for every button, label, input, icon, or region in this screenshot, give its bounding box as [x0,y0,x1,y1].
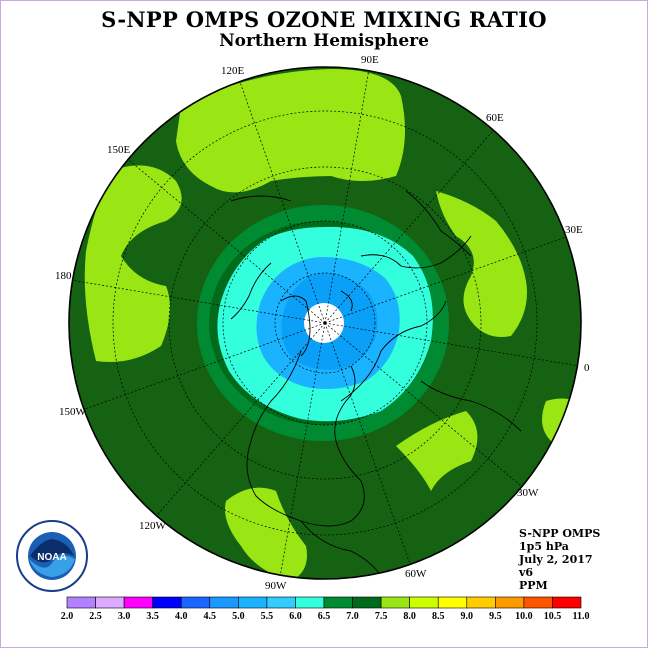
colorbar-swatch [352,596,382,609]
lon-label-60e: 60E [486,112,504,124]
colorbar-tick-label: 5.5 [261,611,274,622]
colorbar-tick-label: 11.0 [573,611,590,622]
colorbar-tick-label: 10.5 [544,611,562,622]
lon-label-60w: 60W [405,568,427,580]
lon-label-120e: 120E [221,65,245,77]
colorbar-swatch [495,596,525,609]
colorbar-swatch [523,596,553,609]
colorbar-tick-label: 9.5 [489,611,502,622]
colorbar-tick-label: 4.5 [204,611,217,622]
noaa-logo: NOAA [15,519,89,597]
noaa-emblem-icon: NOAA [16,520,88,592]
colorbar-tick-label: 5.0 [232,611,245,622]
colorbar-tick-label: 4.0 [175,611,188,622]
graticule [70,68,580,578]
colorbar-swatch [323,596,353,609]
colorbar-tick-label: 2.5 [89,611,102,622]
colorbar-swatch [409,596,439,609]
colorbar-tick-label: 8.5 [432,611,445,622]
colorbar-swatch [466,596,496,609]
colorbar-swatch [238,596,268,609]
colorbar-swatch [209,596,239,609]
map-boundary [68,66,582,580]
colorbar-swatch [66,596,96,609]
lon-label-0: 0 [584,362,590,374]
colorbar-tick-label: 6.0 [289,611,302,622]
figure-title: S-NPP OMPS OZONE MIXING RATIO [101,7,547,32]
lon-label-90e: 90E [361,54,379,66]
colorbar-tick-label: 6.5 [318,611,331,622]
colorbar-swatch [152,596,182,609]
colorbar-tick-label: 3.5 [146,611,159,622]
colorbar-tick-label: 2.0 [61,611,74,622]
lon-label-120w: 120W [139,520,167,532]
colorbar-swatch [437,596,468,609]
colorbar-tick-label: 10.0 [515,611,533,622]
longitude-labels: 90E 60E 30E 0 30W 60W 90W 120W 150W 180 … [55,54,590,592]
info-version: v6 [519,566,534,579]
colorbar-swatch [380,596,410,609]
colorbar-swatch [552,596,582,609]
colorbar-swatch [295,596,325,609]
colorbar: 2.0 2.5 3.0 3.5 4.0 4.5 5.0 5.5 6.0 6.5 7.0 7.5 8.0 8… [61,596,590,622]
lon-label-150w: 150W [59,406,87,418]
colorbar-tick-label: 3.0 [118,611,131,622]
colorbar-tick-label: 9.0 [461,611,474,622]
info-date: July 2, 2017 [519,553,593,566]
logo-text: NOAA [37,552,66,563]
colorbar-tick-label: 8.0 [403,611,416,622]
info-block: S-NPP OMPS 1p5 hPa July 2, 2017 v6 PPM [519,527,600,592]
info-instrument: S-NPP OMPS [519,527,601,540]
colorbar-tick-label: 7.5 [375,611,388,622]
lon-label-30e: 30E [565,224,583,236]
figure-subtitle: Northern Hemisphere [219,31,429,51]
lon-label-180: 180 [55,270,72,282]
lon-label-90w: 90W [265,580,287,592]
lon-label-150e: 150E [107,144,131,156]
colorbar-swatch [180,596,211,609]
info-units: PPM [519,579,548,592]
colorbar-swatch [123,596,153,609]
colorbar-swatch [266,596,296,609]
info-level: 1p5 hPa [519,540,569,553]
colorbar-swatch [95,596,125,609]
colorbar-tick-label: 7.0 [346,611,359,622]
lon-label-30w: 30W [517,487,539,499]
coastlines [230,190,522,577]
